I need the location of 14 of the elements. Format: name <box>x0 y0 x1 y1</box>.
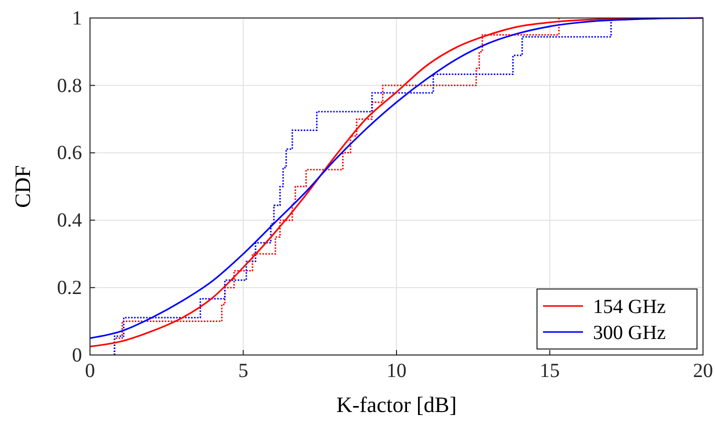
y-tick-label: 0.6 <box>57 142 82 164</box>
x-tick-label: 5 <box>238 360 248 382</box>
x-tick-label: 15 <box>540 360 560 382</box>
y-tick-label: 0.4 <box>57 210 82 232</box>
y-tick-label: 0.2 <box>57 277 82 299</box>
legend-label: 300 GHz <box>593 322 666 344</box>
legend-label: 154 GHz <box>593 296 666 318</box>
y-tick-label: 1 <box>72 7 82 30</box>
y-tick-label: 0 <box>72 344 82 366</box>
y-tick-label: 0.8 <box>57 74 82 97</box>
x-tick-label: 10 <box>386 360 406 382</box>
y-axis-title: CDF <box>10 165 35 208</box>
x-tick-label: 20 <box>693 360 713 382</box>
x-axis-title: K-factor [dB] <box>336 392 457 417</box>
